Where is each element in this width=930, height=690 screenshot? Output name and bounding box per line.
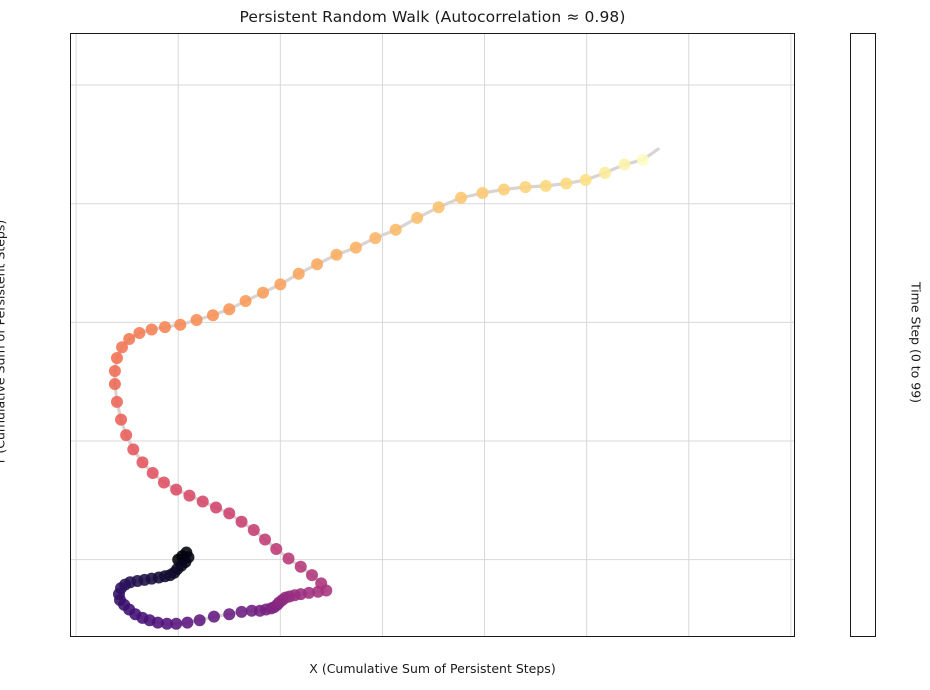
- colorbar: [850, 33, 876, 637]
- colorbar-label: Time Step (0 to 99): [908, 281, 924, 404]
- x-axis-label: X (Cumulative Sum of Persistent Steps): [309, 661, 556, 676]
- y-axis-label: Y (Cumulative Sum of Persistent Steps): [0, 219, 8, 466]
- chart-title: Persistent Random Walk (Autocorrelation …: [239, 8, 626, 26]
- colorbar-gradient: [851, 34, 875, 636]
- plot-axes: [70, 33, 795, 637]
- scatter-plot-svg: [71, 34, 794, 636]
